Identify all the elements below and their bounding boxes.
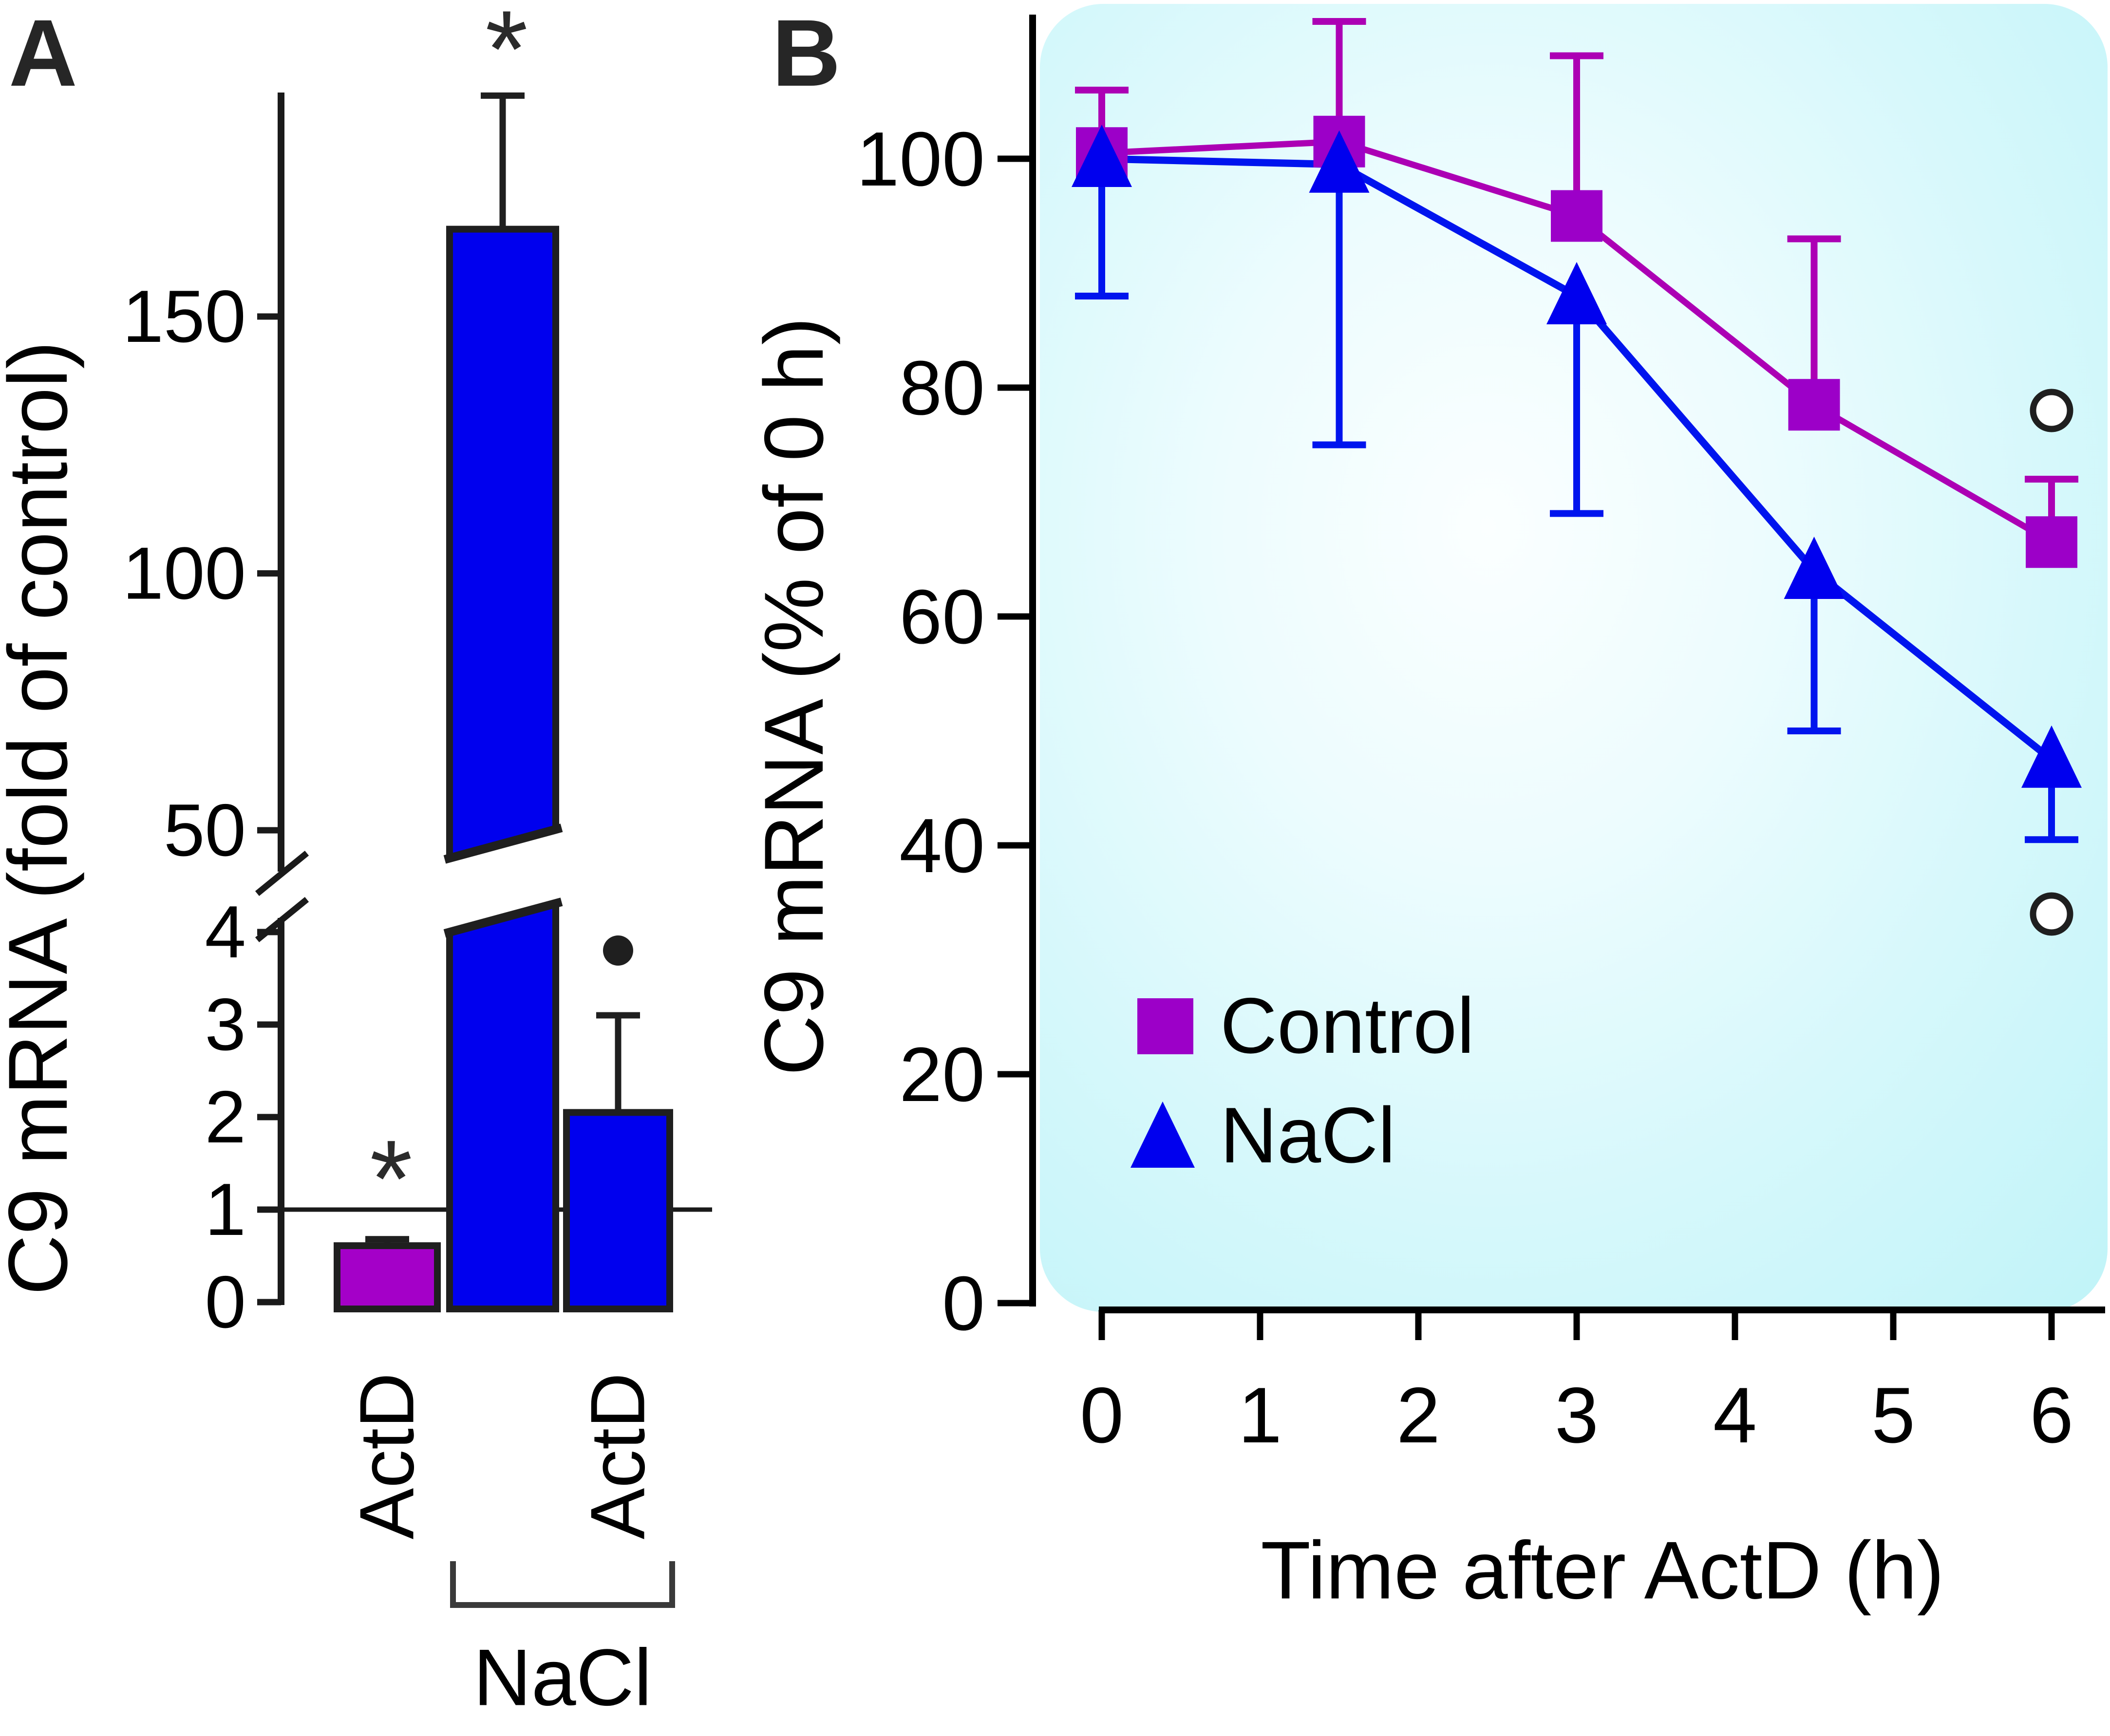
- panel-a-bar: [334, 1242, 441, 1313]
- panel-a-bar3-category-label: ActD: [575, 1372, 661, 1540]
- panel-a-significance-asterisk: *: [370, 1117, 413, 1240]
- panel-a-letter: A: [9, 0, 77, 106]
- panel-a-y-tick-label: 4: [205, 891, 246, 973]
- panel-b-y-tick-label: 0: [942, 1261, 985, 1346]
- panel-a-axis-break-slash: [255, 850, 309, 896]
- panel-b-x-tick-label: 4: [1713, 1371, 1757, 1459]
- panel-a-bar: [446, 225, 559, 1313]
- significance-open-circle: [2030, 892, 2073, 936]
- control-square-marker: [1788, 379, 1840, 431]
- panel-b-x-tick-label: 1: [1238, 1371, 1282, 1459]
- nacl-triangle-marker: [1784, 537, 1845, 599]
- panel-a-y-tick-label: 0: [205, 1261, 246, 1344]
- panel-b-x-tick-label: 6: [2030, 1371, 2073, 1459]
- panel-b-y-tick-label: 80: [899, 345, 985, 431]
- panel-b-y-tick-label: 40: [899, 803, 985, 889]
- control-square-marker: [2026, 516, 2077, 568]
- nacl-triangle-marker: [2021, 725, 2082, 788]
- legend-control-swatch: [1137, 998, 1193, 1054]
- legend-nacl-label: NaCl: [1220, 1091, 1396, 1179]
- legend-control-label: Control: [1220, 982, 1475, 1070]
- panel-b-y-tick-label: 60: [899, 574, 985, 660]
- panel-a-bar-break-edge: [443, 897, 563, 938]
- nacl-triangle-marker: [1309, 130, 1370, 193]
- panel-b-y-tick-label: 20: [899, 1032, 985, 1118]
- panel-a-bar: [563, 1109, 673, 1312]
- panel-a-group-bracket: [450, 1561, 675, 1608]
- panel-b-x-tick-label: 5: [1871, 1371, 1915, 1459]
- panel-b-plot-background: [1040, 4, 2108, 1312]
- panel-a-significance-dot: [603, 935, 633, 966]
- panel-b-y-axis-title: C9 mRNA (% of 0 h): [747, 317, 841, 1076]
- panel-a-y-tick-label: 3: [205, 983, 246, 1066]
- panel-a-bracket-group-label: NaCl: [473, 1632, 652, 1722]
- panel-a-y-tick-label: 150: [122, 275, 246, 358]
- panel-b-x-axis-title: Time after ActD (h): [1261, 1524, 1944, 1616]
- panel-a-y-tick-label: 50: [164, 789, 246, 872]
- panel-b-x-tick-label: 2: [1396, 1371, 1440, 1459]
- panel-b-x-tick-label: 0: [1080, 1371, 1124, 1459]
- panel-a-y-tick-label: 100: [122, 532, 246, 615]
- legend-nacl-swatch: [1130, 1101, 1195, 1168]
- nacl-triangle-marker: [1546, 262, 1607, 324]
- nacl-triangle-marker: [1072, 125, 1132, 187]
- panel-b-letter: B: [772, 0, 841, 106]
- panel-b-y-tick-label: 100: [856, 116, 985, 202]
- significance-open-circle: [2030, 389, 2073, 432]
- panel-b-x-tick-label: 3: [1555, 1371, 1599, 1459]
- panel-a-significance-asterisk: *: [485, 0, 528, 110]
- panel-a-bar1-category-label: ActD: [344, 1372, 430, 1540]
- panel-a-y-axis-title: C9 mRNA (fold of control): [0, 341, 85, 1295]
- panel-a-bar-break-edge: [443, 823, 563, 864]
- panel-a-y-tick-label: 2: [205, 1076, 246, 1158]
- control-square-marker: [1551, 190, 1602, 242]
- panel-a-y-tick-label: 1: [205, 1168, 246, 1251]
